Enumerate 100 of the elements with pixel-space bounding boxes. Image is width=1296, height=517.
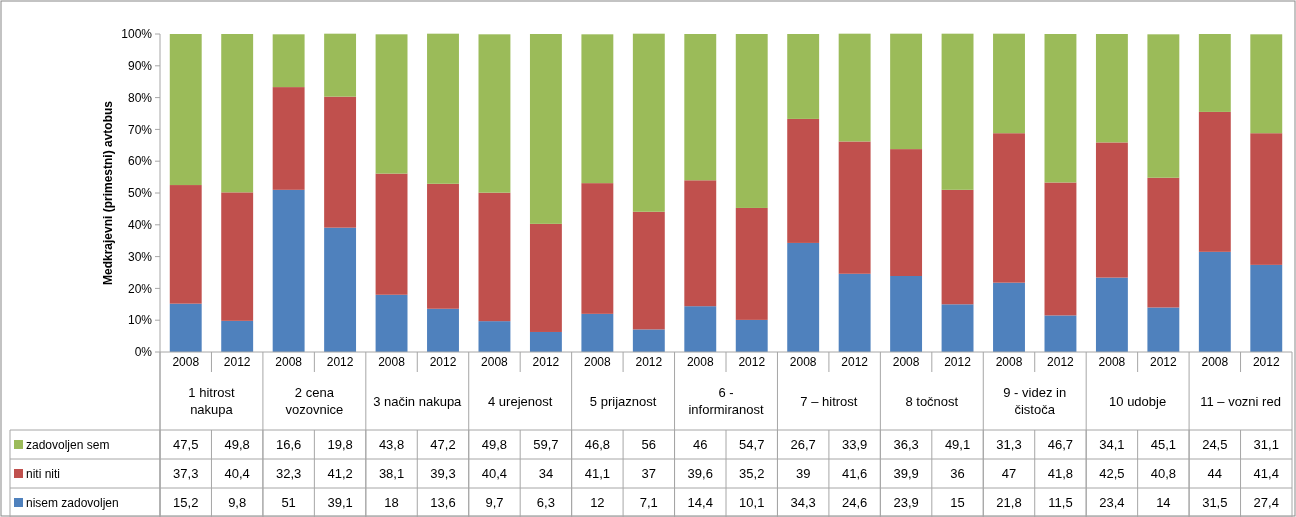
data-label: 13,6 <box>430 495 456 511</box>
bar <box>684 306 717 352</box>
x-tick-label: 2012 <box>841 355 869 370</box>
bar <box>169 303 202 352</box>
data-label: 47,5 <box>173 437 199 453</box>
x-tick-label: 2008 <box>1201 355 1229 370</box>
data-label: 31,5 <box>1202 495 1228 511</box>
bar <box>632 211 665 330</box>
y-tick-label: 70% <box>127 122 153 137</box>
bar <box>890 33 923 150</box>
y-tick-label: 100% <box>121 27 153 42</box>
x-tick-label: 2012 <box>429 355 457 370</box>
bar <box>529 223 562 332</box>
data-label: 23,9 <box>893 495 919 511</box>
x-tick-label: 2008 <box>892 355 920 370</box>
bar <box>221 192 254 321</box>
data-label: 41,1 <box>584 466 611 482</box>
data-label: 47 <box>1001 466 1017 482</box>
data-label: 39 <box>795 466 811 482</box>
data-label: 49,8 <box>481 437 508 453</box>
data-label: 54,7 <box>739 437 765 453</box>
bar <box>890 276 923 352</box>
bar <box>838 141 871 274</box>
x-tick-label: 2008 <box>995 355 1023 370</box>
y-axis-title: Medkrajevni (primestni) avtobus <box>101 100 115 286</box>
data-label: 34 <box>538 466 554 482</box>
text: 1 hitrost nakupa <box>188 385 235 418</box>
data-label: 49,1 <box>944 437 971 453</box>
data-label: 59,7 <box>533 437 559 453</box>
x-tick-label: 2008 <box>481 355 509 370</box>
x-tick-label: 2012 <box>944 355 972 370</box>
data-label: 36,3 <box>893 437 919 453</box>
data-label: 38,1 <box>378 466 405 482</box>
data-label: 11,5 <box>1048 495 1073 511</box>
bar <box>169 185 202 304</box>
bar <box>169 34 202 186</box>
x-tick-label: 2008 <box>584 355 612 370</box>
legend-label: zadovoljen sem <box>26 437 110 452</box>
bar <box>1044 315 1077 352</box>
y-tick-label: 40% <box>127 218 153 232</box>
x-tick-label: 2012 <box>326 355 354 370</box>
bar <box>581 313 614 352</box>
x-tick-label: 2008 <box>172 355 200 370</box>
data-label: 39,9 <box>893 466 919 482</box>
bar <box>1147 307 1180 352</box>
data-label: 46 <box>693 437 708 453</box>
data-label: 18 <box>384 495 399 511</box>
text: 8 točnost <box>905 393 959 409</box>
x-tick-label: 2012 <box>1252 355 1280 370</box>
data-label: 27,4 <box>1253 495 1279 511</box>
data-label: 6,3 <box>536 495 555 511</box>
data-label: 37 <box>641 466 657 482</box>
bar <box>1095 277 1128 352</box>
legend-label: nisem zadovoljen <box>26 495 119 510</box>
text: 9 - videz in čistoča <box>1003 385 1067 418</box>
data-label: 36 <box>950 466 965 482</box>
y-tick-label: 80% <box>127 90 153 105</box>
bar <box>581 34 614 184</box>
x-tick-label: 2008 <box>686 355 714 370</box>
bar <box>993 133 1025 283</box>
bar <box>272 34 305 88</box>
y-tick-label: 20% <box>127 281 153 296</box>
bar <box>632 329 665 352</box>
data-label: 40,4 <box>481 466 508 482</box>
data-label: 41,2 <box>327 466 353 482</box>
bar <box>427 308 459 352</box>
bar <box>529 331 562 352</box>
x-tick-label: 2012 <box>1150 355 1178 370</box>
text: 5 prijaznost <box>589 393 657 409</box>
bar <box>941 304 974 352</box>
data-label: 40,4 <box>224 466 250 482</box>
data-label: 23,4 <box>1099 495 1125 511</box>
y-tick-label: 50% <box>127 186 153 201</box>
data-label: 41,8 <box>1047 466 1074 482</box>
bar <box>735 34 768 208</box>
bar <box>684 34 717 181</box>
data-label: 47,2 <box>430 437 456 453</box>
bar <box>1044 34 1077 183</box>
data-label: 14,4 <box>687 495 713 511</box>
data-label: 37,3 <box>173 466 199 482</box>
x-tick-label: 2012 <box>738 355 766 370</box>
bar <box>1044 182 1077 316</box>
bar <box>529 34 562 224</box>
bar <box>993 282 1025 352</box>
bar <box>1250 34 1283 134</box>
text: 4 urejenost <box>488 393 553 409</box>
data-label: 26,7 <box>790 437 816 453</box>
data-label: 45,1 <box>1150 437 1177 453</box>
data-label: 16,6 <box>275 437 302 453</box>
bar <box>941 189 974 305</box>
text: 10 udobje <box>1109 393 1167 409</box>
data-label: 31,3 <box>996 437 1022 453</box>
data-label: 39,1 <box>327 495 353 511</box>
bar <box>1198 251 1231 352</box>
bar <box>324 227 357 352</box>
text: 7 – hitrost <box>800 393 858 409</box>
x-tick-label: 2012 <box>532 355 560 370</box>
x-tick-label: 2008 <box>1098 355 1126 370</box>
legend-label: niti niti <box>26 466 61 481</box>
data-label: 51 <box>281 495 296 511</box>
